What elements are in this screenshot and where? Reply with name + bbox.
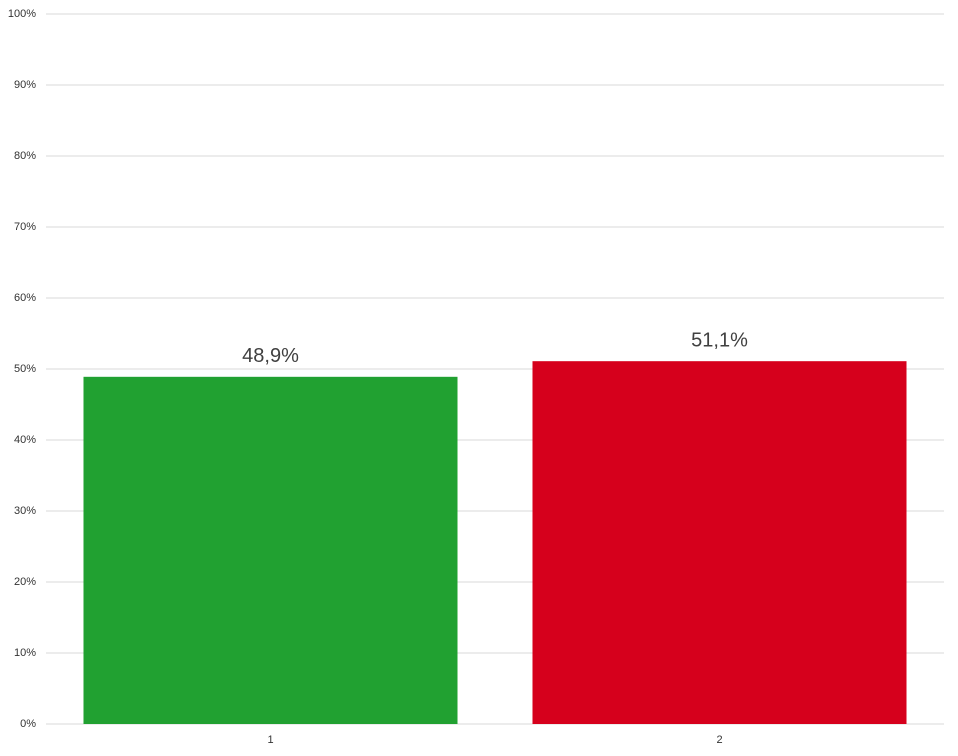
y-tick-label: 10% [14,647,36,659]
x-tick-label: 1 [267,734,273,746]
y-tick-label: 90% [14,79,36,91]
y-tick-label: 0% [20,718,36,730]
x-tick-label: 2 [716,734,722,746]
y-tick-label: 80% [14,150,36,162]
bar [532,361,907,724]
y-tick-label: 60% [14,292,36,304]
y-tick-label: 40% [14,434,36,446]
y-tick-label: 100% [8,8,36,20]
bar [83,376,458,724]
y-tick-label: 70% [14,221,36,233]
y-tick-label: 30% [14,505,36,517]
y-tick-label: 20% [14,576,36,588]
value-label: 51,1% [691,329,748,351]
y-tick-label: 50% [14,363,36,375]
value-label: 48,9% [242,345,299,367]
